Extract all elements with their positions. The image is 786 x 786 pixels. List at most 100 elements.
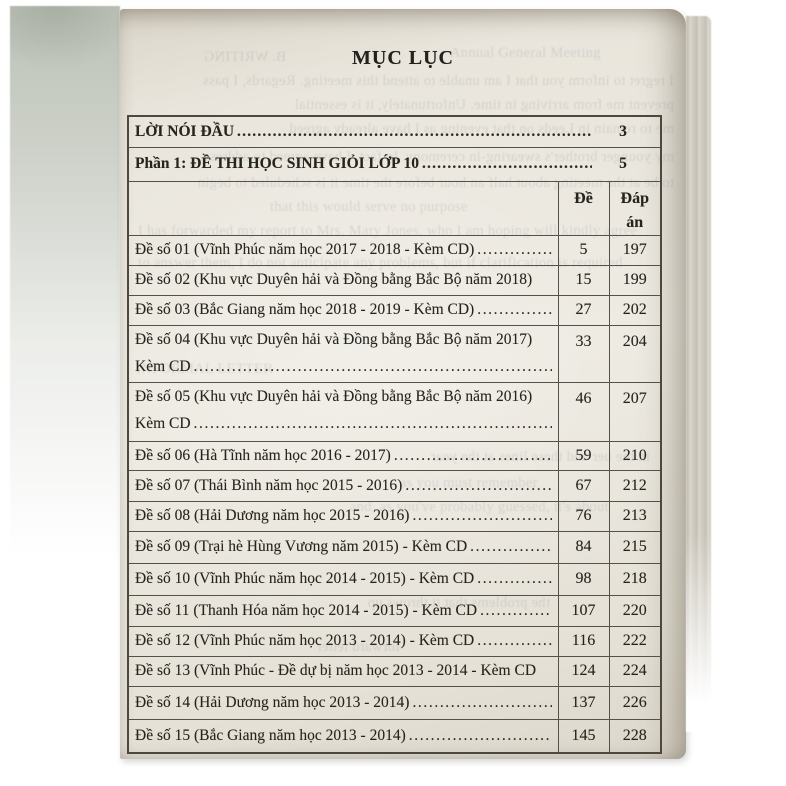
book-page: B. WRITING Annual General Meeting I regret… <box>120 9 686 759</box>
dot-leader: ........................................… <box>412 507 551 524</box>
toc-entry-cell: Đề số 01 (Vĩnh Phúc năm học 2017 - 2018 … <box>127 234 559 266</box>
dot-leader: ........................................… <box>408 726 552 744</box>
toc-entry-cell: Đề số 15 (Bắc Giang năm học 2013 - 2014)… <box>127 718 559 754</box>
toc-header-answer: Đáp án <box>608 180 662 236</box>
toc-entry-line: Đề số 15 (Bắc Giang năm học 2013 - 2014)… <box>135 727 552 745</box>
toc-exam-page: 33 <box>557 324 610 383</box>
dot-leader: ........................................… <box>477 301 551 318</box>
toc-row: Đề số 09 (Trại hè Hùng Vương năm 2015) -… <box>127 530 662 564</box>
toc-entry-cell: Đề số 03 (Bắc Giang năm học 2018 - 2019 … <box>127 294 559 326</box>
dot-leader: ........................................… <box>193 357 552 375</box>
toc-entry-label: Đề số 05 (Khu vực Duyên hải và Đồng bằng… <box>135 387 533 405</box>
toc-answer-page: 226 <box>608 685 662 720</box>
toc-entry-label: Đề số 13 (Vĩnh Phúc - Đề dự bị năm học 2… <box>135 662 537 679</box>
toc-answer-page: 218 <box>608 562 662 596</box>
toc-header-empty-cell <box>127 180 559 236</box>
toc-row: Đề số 06 (Hà Tĩnh năm học 2016 - 2017)..… <box>127 440 662 471</box>
toc-entry-label: Đề số 02 (Khu vực Duyên hải và Đồng bằng… <box>135 271 533 288</box>
toc-answer-page: 212 <box>608 469 662 502</box>
toc-intro-page: 3 <box>619 122 627 140</box>
toc-answer-page: 215 <box>608 530 662 564</box>
dot-leader: ........................................… <box>421 155 592 172</box>
toc-header-exam: Đề <box>557 180 610 236</box>
toc-row-intro: LỜI NÓI ĐẦU.............................… <box>127 115 662 148</box>
toc-exam-page: 124 <box>557 655 610 687</box>
toc-entry-cell: Đề số 08 (Hải Dương năm học 2015 - 2016)… <box>127 500 559 532</box>
toc-intro-line: LỜI NÓI ĐẦU.............................… <box>135 123 654 141</box>
toc-row: Đề số 07 (Thái Bình năm học 2015 - 2016)… <box>127 469 662 502</box>
toc-entry-cell: Đề số 07 (Thái Bình năm học 2015 - 2016)… <box>127 469 559 502</box>
ghost-text-line: I regret to inform you that I am unable … <box>202 73 674 89</box>
toc-row: Đề số 15 (Bắc Giang năm học 2013 - 2014)… <box>127 718 662 754</box>
dot-leader: ........................................… <box>477 632 551 649</box>
toc-entry-cell: Đề số 06 (Hà Tĩnh năm học 2016 - 2017)..… <box>127 440 559 471</box>
toc-entry-line: Đề số 05 (Khu vực Duyên hải và Đồng bằng… <box>135 388 552 406</box>
toc-answer-page: 197 <box>608 234 662 266</box>
toc-intro-cell: LỜI NÓI ĐẦU.............................… <box>127 115 662 148</box>
toc-intro-label: LỜI NÓI ĐẦU <box>135 122 235 140</box>
toc-entry-line: Đề số 03 (Bắc Giang năm học 2018 - 2019 … <box>135 301 552 319</box>
toc-exam-page: 59 <box>557 440 610 471</box>
toc-entry-cell: Đề số 14 (Hải Dương năm học 2013 - 2014)… <box>127 685 559 720</box>
toc-entry-cell: Đề số 10 (Vĩnh Phúc năm học 2014 - 2015)… <box>127 562 559 596</box>
dot-leader: ........................................… <box>412 693 551 711</box>
toc-row: Đề số 04 (Khu vực Duyên hải và Đồng bằng… <box>127 324 662 383</box>
toc-intro-cell: Phần 1: ĐỀ THI HỌC SINH GIỎI LỚP 10.....… <box>127 146 662 182</box>
toc-row: Đề số 14 (Hải Dương năm học 2013 - 2014)… <box>127 685 662 720</box>
toc-answer-page: 210 <box>608 440 662 471</box>
toc-entry-label: Đề số 03 (Bắc Giang năm học 2018 - 2019 … <box>135 301 475 318</box>
dot-leader: ........................................… <box>477 570 551 587</box>
toc-exam-page: 67 <box>557 469 610 502</box>
toc-row: Đề số 05 (Khu vực Duyên hải và Đồng bằng… <box>127 381 662 442</box>
toc-intro-line: Phần 1: ĐỀ THI HỌC SINH GIỎI LỚP 10.....… <box>135 155 654 173</box>
toc-row: Đề số 12 (Vĩnh Phúc năm học 2013 - 2014)… <box>127 625 662 657</box>
toc-exam-page: 145 <box>557 718 610 754</box>
toc-entry-label: Đề số 09 (Trại hè Hùng Vương năm 2015) -… <box>135 538 468 555</box>
toc-entry-label: Đề số 12 (Vĩnh Phúc năm học 2013 - 2014)… <box>135 632 475 649</box>
toc-entry-cell: Đề số 11 (Thanh Hóa năm học 2014 - 2015)… <box>127 594 559 627</box>
toc-entry-line: Đề số 01 (Vĩnh Phúc năm học 2017 - 2018 … <box>135 241 552 259</box>
toc-row-part1: Phần 1: ĐỀ THI HỌC SINH GIỎI LỚP 10.....… <box>127 146 662 182</box>
toc-entry-line: Đề số 06 (Hà Tĩnh năm học 2016 - 2017)..… <box>135 447 552 465</box>
toc-entry-line: Đề số 02 (Khu vực Duyên hải và Đồng bằng… <box>135 271 552 289</box>
toc-exam-page: 15 <box>557 264 610 296</box>
toc-intro-label: Phần 1: ĐỀ THI HỌC SINH GIỎI LỚP 10 <box>135 155 419 172</box>
toc-entry-line2: Kèm CD..................................… <box>135 358 552 376</box>
toc-row: Đề số 03 (Bắc Giang năm học 2018 - 2019 … <box>127 294 662 326</box>
toc-entry-cell: Đề số 13 (Vĩnh Phúc - Đề dự bị năm học 2… <box>127 655 559 687</box>
toc-entry-label: Đề số 04 (Khu vực Duyên hải và Đồng bằng… <box>135 330 533 348</box>
toc-entry-label: Đề số 10 (Vĩnh Phúc năm học 2014 - 2015)… <box>135 570 475 587</box>
toc-entry-cell: Đề số 05 (Khu vực Duyên hải và Đồng bằng… <box>127 381 559 442</box>
book-edge-left <box>10 6 120 586</box>
toc-entry-line: Đề số 09 (Trại hè Hùng Vương năm 2015) -… <box>135 538 552 556</box>
dot-leader: ........................................… <box>477 241 551 258</box>
toc-entry-cell: Đề số 12 (Vĩnh Phúc năm học 2013 - 2014)… <box>127 625 559 657</box>
dot-leader: ........................................… <box>480 601 552 619</box>
toc-exam-page: 116 <box>557 625 610 657</box>
toc-answer-page: 222 <box>608 625 662 657</box>
toc-exam-page: 84 <box>557 530 610 564</box>
toc-row: Đề số 08 (Hải Dương năm học 2015 - 2016)… <box>127 500 662 532</box>
toc-table: LỜI NÓI ĐẦU.............................… <box>127 115 662 754</box>
toc-entry-line: Đề số 12 (Vĩnh Phúc năm học 2013 - 2014)… <box>135 632 552 650</box>
toc-answer-page: 202 <box>608 294 662 326</box>
toc-answer-page: 228 <box>608 718 662 754</box>
toc-header-row: Đề Đáp án <box>127 180 662 236</box>
toc-entry-line: Đề số 13 (Vĩnh Phúc - Đề dự bị năm học 2… <box>135 662 552 680</box>
toc-answer-page: 199 <box>608 264 662 296</box>
toc-exam-page: 98 <box>557 562 610 596</box>
toc-entry-line: Đề số 14 (Hải Dương năm học 2013 - 2014)… <box>135 694 552 712</box>
toc-row: Đề số 13 (Vĩnh Phúc - Đề dự bị năm học 2… <box>127 655 662 687</box>
toc-entry-label: Đề số 14 (Hải Dương năm học 2013 - 2014) <box>135 693 410 711</box>
toc-entry-cell: Đề số 02 (Khu vực Duyên hải và Đồng bằng… <box>127 264 559 296</box>
toc-answer-page: 220 <box>608 594 662 627</box>
toc-entry-cell: Đề số 04 (Khu vực Duyên hải và Đồng bằng… <box>127 324 559 383</box>
ghost-text-line: prevent me from arriving in time. Unfort… <box>294 97 674 113</box>
toc-row: Đề số 01 (Vĩnh Phúc năm học 2017 - 2018 … <box>127 234 662 266</box>
toc-entry-line: Đề số 04 (Khu vực Duyên hải và Đồng bằng… <box>135 331 552 349</box>
toc-row: Đề số 10 (Vĩnh Phúc năm học 2014 - 2015)… <box>127 562 662 596</box>
dot-leader: ........................................… <box>470 538 552 555</box>
toc-entry-label: Đề số 15 (Bắc Giang năm học 2013 - 2014) <box>135 726 406 744</box>
toc-exam-page: 76 <box>557 500 610 532</box>
